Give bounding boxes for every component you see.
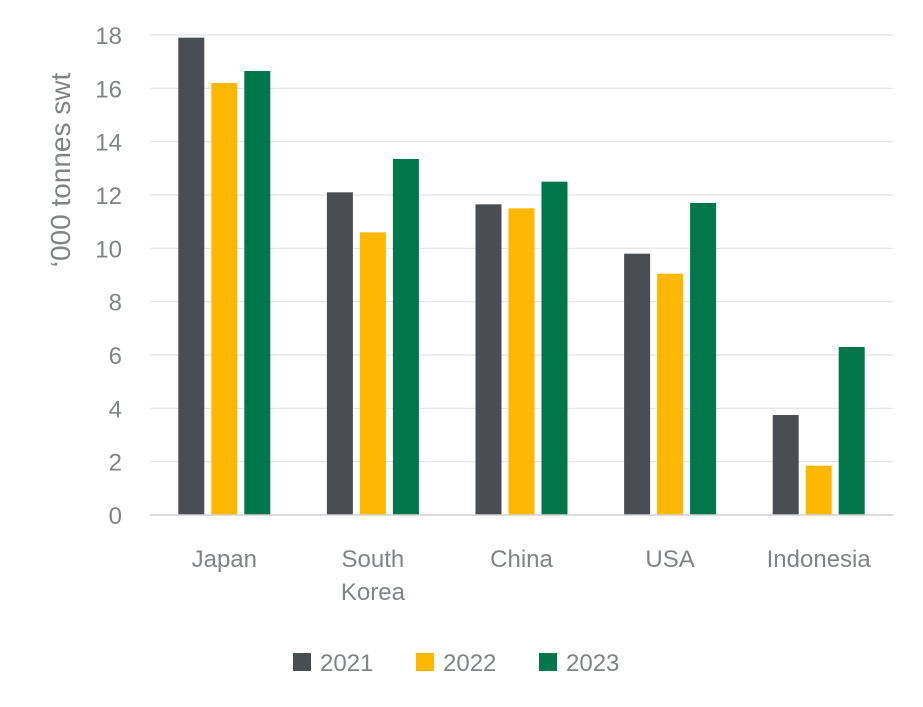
bar-2022-3 <box>657 273 684 515</box>
x-category-label: China <box>490 546 553 573</box>
bar-2021-3 <box>624 253 651 515</box>
y-axis-title: ‘000 tonnes swt <box>45 73 76 268</box>
legend-swatch-2022 <box>416 653 434 671</box>
x-category-label: USA <box>645 546 694 573</box>
y-tick-label: 6 <box>109 343 122 370</box>
bar-2021-4 <box>772 415 799 515</box>
x-category-label: Korea <box>341 579 406 606</box>
y-tick-label: 10 <box>95 236 122 263</box>
y-tick-label: 14 <box>95 130 122 157</box>
y-tick-label: 12 <box>95 183 122 210</box>
legend-swatch-2021 <box>293 653 311 671</box>
legend-label-2022: 2022 <box>443 650 496 677</box>
y-tick-label: 16 <box>95 76 122 103</box>
x-category-label: Japan <box>192 546 257 573</box>
bar-2022-0 <box>211 83 238 515</box>
bar-2023-1 <box>392 159 419 515</box>
bar-2023-3 <box>690 203 717 515</box>
y-tick-label: 2 <box>109 450 122 477</box>
labels: 0 2 4 6 8 10 12 14 16 18 Japan South Korea China USA In… <box>45 23 871 606</box>
legend: 2021 2022 2023 <box>293 650 619 677</box>
y-tick-label: 18 <box>95 23 122 50</box>
bar-2023-2 <box>541 181 568 515</box>
bar-2023-4 <box>838 347 865 515</box>
bar-2022-4 <box>805 465 832 515</box>
x-category-label: South <box>342 546 405 573</box>
bar-2021-0 <box>178 37 205 516</box>
bar-2022-1 <box>359 232 386 516</box>
y-tick-label: 0 <box>109 503 122 530</box>
x-category-label: Indonesia <box>767 546 872 573</box>
bar-2023-0 <box>244 71 271 515</box>
bar-2022-2 <box>508 208 535 516</box>
legend-label-2021: 2021 <box>320 650 373 677</box>
bar-2021-2 <box>475 204 502 516</box>
legend-label-2023: 2023 <box>566 650 619 677</box>
y-tick-label: 4 <box>109 396 122 423</box>
bars <box>178 37 865 516</box>
y-tick-label: 8 <box>109 290 122 317</box>
legend-swatch-2023 <box>539 653 557 671</box>
bar-2021-1 <box>326 192 353 516</box>
